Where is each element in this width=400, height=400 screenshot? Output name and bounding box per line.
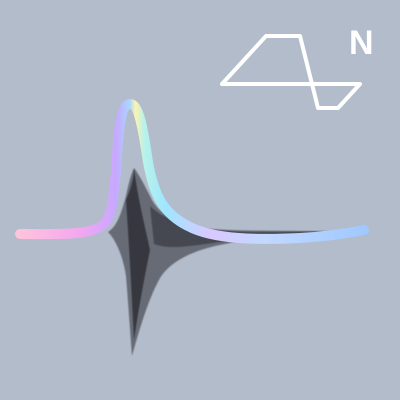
gradient-waveform-line [15, 98, 369, 244]
waveform-shadow [108, 168, 360, 356]
logo-mark-icon [220, 34, 362, 110]
logo-letter: N [349, 24, 374, 62]
